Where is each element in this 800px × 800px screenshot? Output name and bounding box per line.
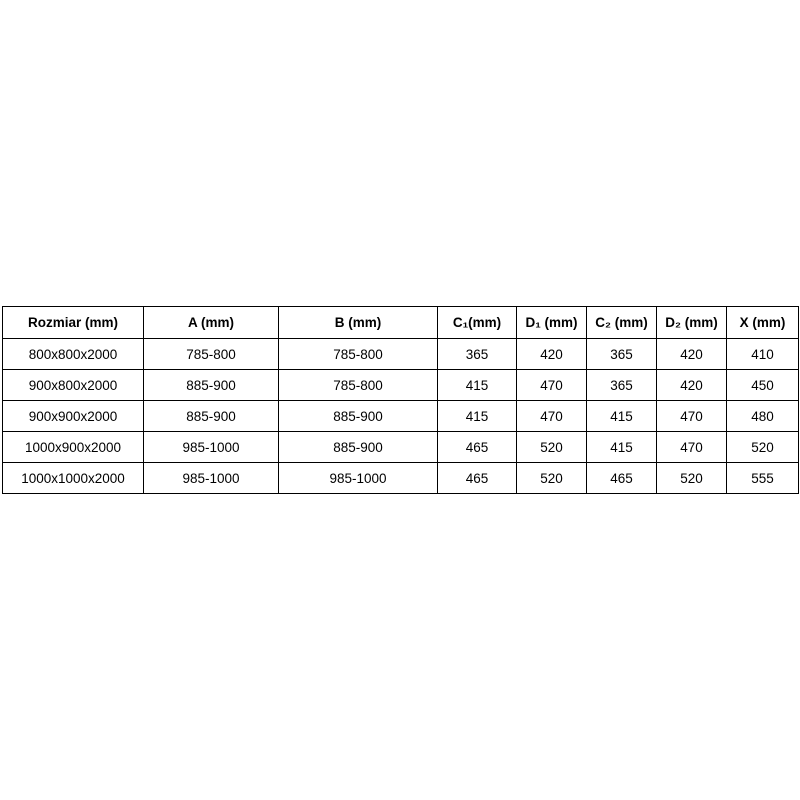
table-cell: 415 <box>586 431 657 463</box>
column-header: A (mm) <box>143 306 279 339</box>
table-row: 1000x1000x2000 985-1000 985-1000 465 520 465 5… <box>2 462 799 494</box>
table-row: 800x800x2000 785-800 785-800 365 420 365 420 41… <box>2 338 799 370</box>
header-row: Rozmiar (mm) A (mm) B (mm) C₁(mm) D₁ (mm) C₂ … <box>2 306 799 339</box>
table-cell: 885-900 <box>143 400 279 432</box>
table-cell: 415 <box>437 400 517 432</box>
table-cell: 555 <box>726 462 799 494</box>
column-header: B (mm) <box>278 306 438 339</box>
table-cell: 1000x1000x2000 <box>2 462 144 494</box>
table-cell: 410 <box>726 338 799 370</box>
table-row: 900x800x2000 885-900 785-800 415 470 365 420 45… <box>2 369 799 401</box>
table-cell: 415 <box>437 369 517 401</box>
table-cell: 365 <box>437 338 517 370</box>
table-cell: 985-1000 <box>143 462 279 494</box>
table-cell: 520 <box>726 431 799 463</box>
column-header: C₂ (mm) <box>586 306 657 339</box>
table-cell: 470 <box>516 400 587 432</box>
column-header: Rozmiar (mm) <box>2 306 144 339</box>
table-cell: 520 <box>656 462 727 494</box>
table-cell: 900x800x2000 <box>2 369 144 401</box>
table-cell: 985-1000 <box>143 431 279 463</box>
table-cell: 470 <box>656 400 727 432</box>
table-cell: 885-900 <box>143 369 279 401</box>
column-header: C₁(mm) <box>437 306 517 339</box>
table-cell: 1000x900x2000 <box>2 431 144 463</box>
table-cell: 365 <box>586 338 657 370</box>
table-cell: 420 <box>516 338 587 370</box>
table-cell: 365 <box>586 369 657 401</box>
table-cell: 465 <box>437 431 517 463</box>
column-header: D₂ (mm) <box>656 306 727 339</box>
table-cell: 900x900x2000 <box>2 400 144 432</box>
table-cell: 420 <box>656 369 727 401</box>
table-cell: 470 <box>656 431 727 463</box>
table-row: 1000x900x2000 985-1000 885-900 465 520 415 470… <box>2 431 799 463</box>
table-cell: 520 <box>516 431 587 463</box>
table-row: 900x900x2000 885-900 885-900 415 470 415 470 48… <box>2 400 799 432</box>
table-cell: 470 <box>516 369 587 401</box>
size-table: Rozmiar (mm) A (mm) B (mm) C₁(mm) D₁ (mm) C₂ … <box>2 306 799 494</box>
table-cell: 885-900 <box>278 431 438 463</box>
table-cell: 785-800 <box>278 338 438 370</box>
table-cell: 520 <box>516 462 587 494</box>
table-cell: 420 <box>656 338 727 370</box>
table-cell: 450 <box>726 369 799 401</box>
column-header: X (mm) <box>726 306 799 339</box>
column-header: D₁ (mm) <box>516 306 587 339</box>
table-cell: 465 <box>586 462 657 494</box>
table-cell: 415 <box>586 400 657 432</box>
table-cell: 480 <box>726 400 799 432</box>
table-cell: 785-800 <box>143 338 279 370</box>
table-cell: 800x800x2000 <box>2 338 144 370</box>
table-cell: 465 <box>437 462 517 494</box>
table-cell: 985-1000 <box>278 462 438 494</box>
table-cell: 885-900 <box>278 400 438 432</box>
table-cell: 785-800 <box>278 369 438 401</box>
